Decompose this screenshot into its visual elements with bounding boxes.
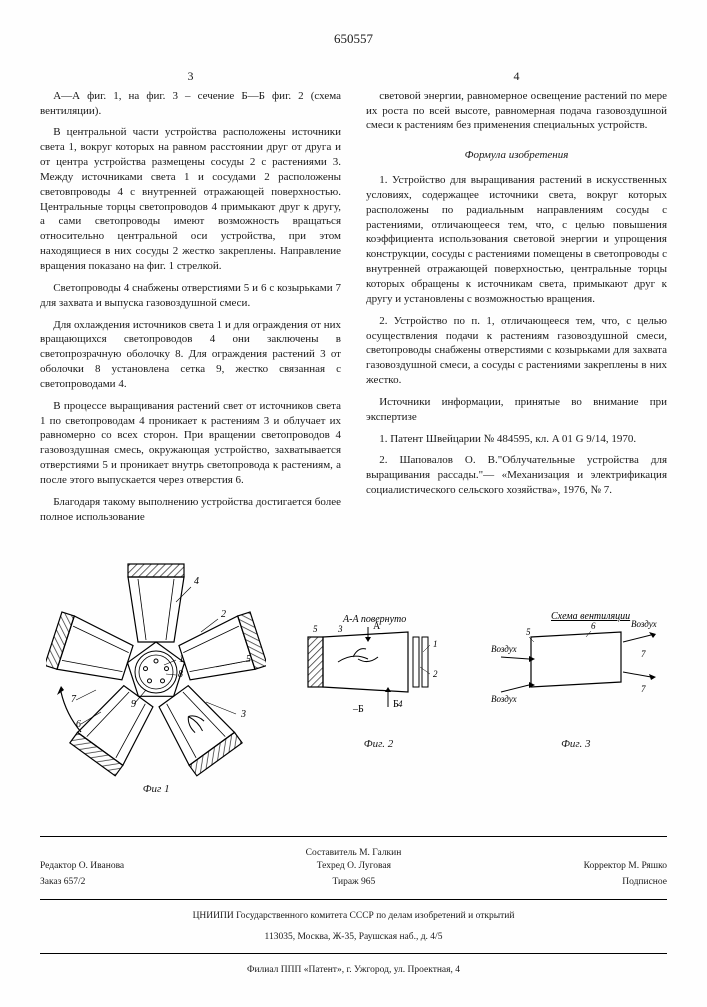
air-label: Воздух [631,619,657,629]
left-column: 3 А—А фиг. 1, на фиг. 3 – сечение Б—Б фи… [40,68,341,532]
order: Заказ 657/2 [40,876,85,889]
address: 113035, Москва, Ж-35, Раушская наб., д. … [40,931,667,944]
callout: 2 [221,609,226,620]
text-columns: 3 А—А фиг. 1, на фиг. 3 – сечение Б—Б фи… [40,68,667,532]
subscription: Подписное [622,876,667,889]
callout: 5 [246,654,251,665]
para: Благодаря такому выполнению устройства д… [40,495,341,525]
para: 2. Шаповалов О. В."Облучательные устройс… [366,453,667,498]
svg-text:7: 7 [641,684,646,694]
para: Светопроводы 4 снабжены отверстиями 5 и … [40,281,341,311]
svg-text:2: 2 [433,669,438,679]
page-num-left: 3 [40,68,341,84]
callout: 3 [240,709,246,720]
callout: 8 [178,669,183,680]
svg-text:3: 3 [337,624,343,634]
branch: Филиал ППП «Патент», г. Ужгород, ул. Про… [40,964,667,977]
mark-b2: –Б [352,704,364,715]
para: В процессе выращивания растений свет от … [40,399,341,488]
para: 1. Патент Швейцарии № 484595, кл. A 01 G… [366,432,667,447]
callout: 1 [179,654,184,665]
corrector: Корректор М. Ряшко [584,860,667,873]
figure-2: A-A повернуто А Б –Б 1 2 4 3 5 [298,607,458,752]
figures-row: 4 2 5 3 1 8 7 6 9 Фиг 1 [40,562,667,797]
fig3-label: Фиг. 3 [491,737,661,752]
page-num-right: 4 [366,68,667,84]
para: 2. Устройство по п. 1, отличающееся тем,… [366,314,667,388]
svg-text:6: 6 [591,621,596,631]
callout: 7 [71,694,77,705]
para: Для охлаждения источников света 1 и для … [40,318,341,392]
svg-text:1: 1 [433,639,438,649]
fig1-label: Фиг 1 [46,782,266,797]
svg-text:7: 7 [641,649,646,659]
callout: 4 [194,576,199,587]
air-label: Воздух [491,644,517,654]
figure-1: 4 2 5 3 1 8 7 6 9 Фиг 1 [46,562,266,797]
fig2-label: Фиг. 2 [298,737,458,752]
footer: Составитель М. Галкин Редактор О. Иванов… [40,836,667,977]
right-column: 4 световой энергии, равномерное освещени… [366,68,667,532]
callout: 6 [76,719,81,730]
figure-3: Схема вентиляции Воздух Воздух Воздух 6 … [491,607,661,752]
tech: Техред О. Луговая [317,860,391,873]
compiler: Составитель М. Галкин [40,847,667,860]
para: Источники информации, принятые во вниман… [366,395,667,425]
editor: Редактор О. Иванова [40,860,124,873]
callout: 9 [131,699,136,710]
para: А—А фиг. 1, на фиг. 3 – сечение Б—Б фиг.… [40,89,341,119]
air-label: Воздух [491,694,517,704]
tirage: Тираж 965 [332,876,375,889]
svg-text:5: 5 [526,627,531,637]
patent-number: 650557 [40,30,667,48]
para: В центральной части устройства расположе… [40,125,341,273]
svg-text:5: 5 [313,624,318,634]
para: световой энергии, равномерное освещение … [366,89,667,134]
para: 1. Устройство для выращивания растений в… [366,173,667,307]
formula-title: Формула изобретения [366,148,667,163]
mark-a: А [373,621,381,632]
svg-text:4: 4 [398,699,403,709]
org: ЦНИИПИ Государственного комитета СССР по… [40,910,667,923]
